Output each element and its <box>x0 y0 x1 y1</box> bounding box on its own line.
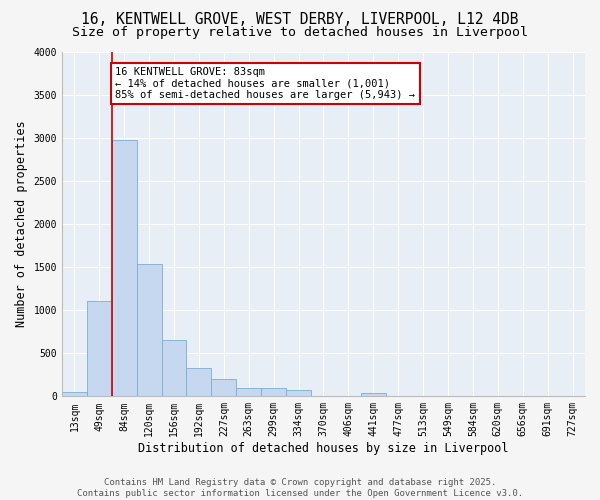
Bar <box>236 388 261 396</box>
Text: 16 KENTWELL GROVE: 83sqm
← 14% of detached houses are smaller (1,001)
85% of sem: 16 KENTWELL GROVE: 83sqm ← 14% of detach… <box>115 67 415 100</box>
Bar <box>211 379 236 396</box>
Bar <box>87 300 112 396</box>
Bar <box>62 392 87 396</box>
Bar <box>161 340 187 396</box>
Bar <box>361 394 386 396</box>
Bar <box>261 388 286 396</box>
X-axis label: Distribution of detached houses by size in Liverpool: Distribution of detached houses by size … <box>138 442 509 455</box>
Bar <box>187 368 211 396</box>
Bar <box>112 140 137 396</box>
Text: Size of property relative to detached houses in Liverpool: Size of property relative to detached ho… <box>72 26 528 39</box>
Text: Contains HM Land Registry data © Crown copyright and database right 2025.
Contai: Contains HM Land Registry data © Crown c… <box>77 478 523 498</box>
Bar <box>286 390 311 396</box>
Text: 16, KENTWELL GROVE, WEST DERBY, LIVERPOOL, L12 4DB: 16, KENTWELL GROVE, WEST DERBY, LIVERPOO… <box>81 12 519 28</box>
Bar <box>137 264 161 396</box>
Y-axis label: Number of detached properties: Number of detached properties <box>15 120 28 327</box>
